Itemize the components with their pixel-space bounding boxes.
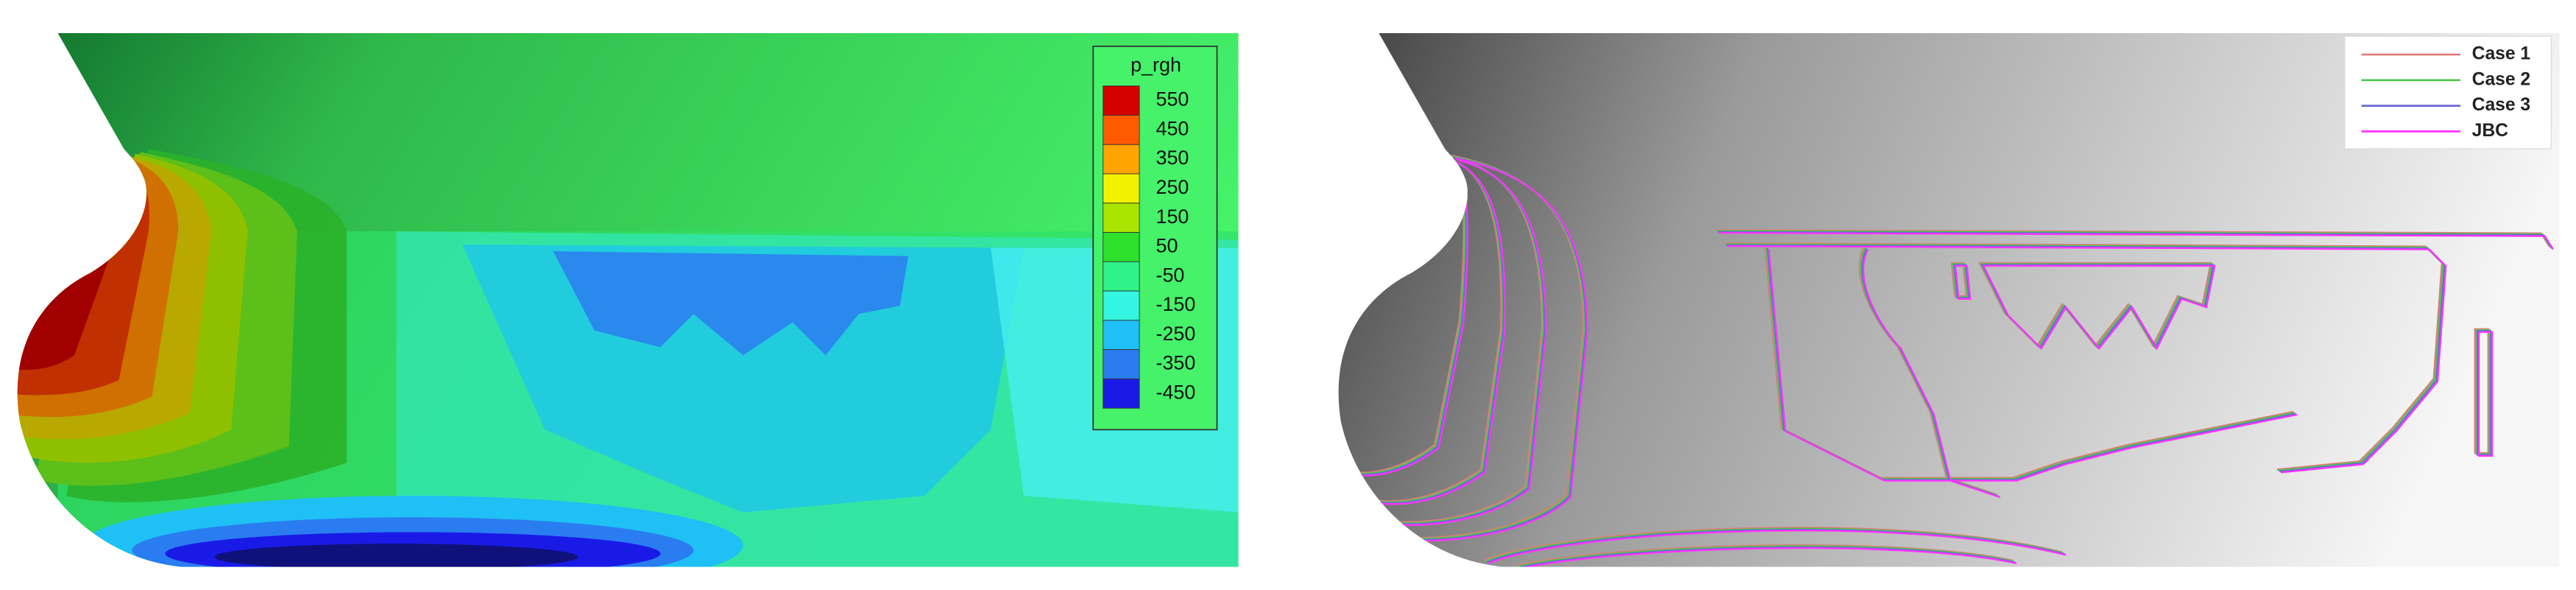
contour-line: [1389, 158, 1588, 542]
colorbar-swatch: [1103, 232, 1140, 262]
contour-line: [1521, 547, 2017, 567]
legend-label: Case 2: [2472, 69, 2531, 89]
colorbar-label: 450: [1156, 117, 1189, 139]
colorbar-label: -450: [1156, 381, 1196, 403]
colorbar-label: 150: [1156, 206, 1189, 228]
colorbar-swatch: [1103, 203, 1140, 233]
contour-line: [1862, 249, 2000, 499]
contour-line: [1487, 530, 2067, 564]
contour-line: [1950, 261, 1967, 297]
contour-lines: [1338, 155, 2554, 567]
contour-line: [2475, 329, 2491, 455]
contour-line: [1372, 159, 1547, 526]
colorbar-label: -250: [1156, 323, 1196, 345]
pressure-field: [17, 32, 1239, 567]
colorbar-swatch: [1103, 173, 1140, 204]
legend-label: Case 1: [2472, 44, 2531, 64]
colorbar-label: 250: [1156, 176, 1189, 198]
colorbar-swatch: [1103, 85, 1140, 116]
contour-line: [1719, 232, 2554, 250]
colorbar-label: 350: [1156, 147, 1189, 169]
colorbar-swatch: [1103, 349, 1140, 379]
colorbar-swatch: [1103, 378, 1140, 409]
colorbar-label: -50: [1156, 264, 1185, 286]
colorbar-label: 550: [1156, 88, 1189, 110]
legend-items: Case 1 Case 2 Case 3 JBC: [2361, 44, 2530, 141]
legend-label: Case 3: [2472, 95, 2531, 115]
contour-line: [1727, 245, 2447, 474]
legend-label: JBC: [2472, 121, 2509, 141]
contour-line: [1723, 242, 2443, 471]
colorbar-label: -150: [1156, 293, 1196, 315]
colorbar-label: -350: [1156, 352, 1196, 374]
contour-line: [1982, 264, 2216, 351]
contour-line: [2474, 328, 2489, 454]
colorbar-swatch: [1103, 144, 1140, 175]
colorbar-swatch: [1103, 290, 1140, 321]
contour-line: [2477, 330, 2492, 456]
contour-line: [1726, 244, 2446, 473]
contour-line: [1952, 263, 1969, 298]
contour-line: [1768, 249, 2298, 482]
contour-line: [1954, 264, 1972, 301]
colorbar-swatch: [1103, 320, 1140, 351]
contour-line: [1953, 264, 1970, 299]
legend: Case 1 Case 2 Case 3 JBC: [2344, 35, 2552, 150]
colorbar-title: p_rgh: [1130, 54, 1181, 76]
colorbar-swatch: [1103, 261, 1140, 292]
contour-line: [2477, 331, 2494, 457]
colorbar-swatch: [1103, 115, 1140, 145]
contour-line: [1724, 243, 2444, 471]
contour-line: [1356, 161, 1506, 505]
colorbar-label: 50: [1156, 235, 1178, 257]
contour-comparison: [1338, 32, 2560, 567]
colorbar-levels: 550 450 350 250 150 50 -50 -150 -250 -350 -450: [1103, 85, 1196, 409]
colorbar: p_rgh 550 450 350 250 150 50 -50 -150 -250 -350 -4…: [1092, 45, 1218, 431]
